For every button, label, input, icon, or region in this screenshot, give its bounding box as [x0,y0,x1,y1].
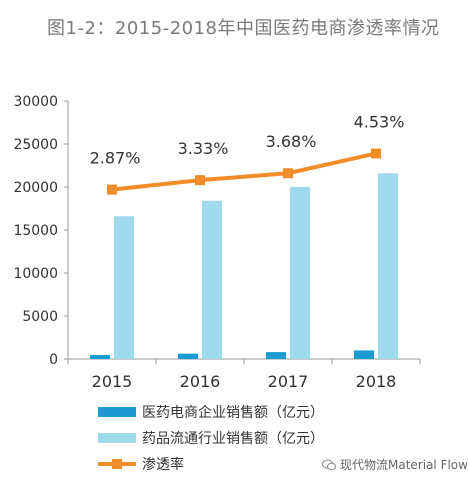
legend-swatch-series1 [98,407,136,417]
line-data-label: 4.53% [354,112,405,131]
line-point [371,148,381,159]
y-tick-label: 25000 [13,137,58,153]
y-tick-label: 0 [49,352,58,368]
bar-series1 [354,350,374,359]
y-tick-label: 10000 [13,266,58,282]
legend-item-series2: 药品流通行业销售额（亿元） [98,428,324,448]
x-tick-label: 2018 [356,372,397,391]
bar-series2 [114,216,134,359]
bar-series1 [266,352,286,359]
line-data-label: 3.33% [178,139,229,158]
y-tick-label: 20000 [13,180,58,196]
y-tick-label: 5000 [22,309,58,325]
legend-item-line: 渗透率 [98,454,184,474]
bar-series2 [378,173,398,359]
line-point [107,184,117,195]
legend-label-line: 渗透率 [142,457,184,473]
x-tick-label: 2017 [268,372,309,391]
legend-label-series1: 医药电商企业销售额（亿元） [142,405,324,421]
line-point [283,168,293,179]
wechat-icon [322,459,336,470]
x-tick-label: 2015 [92,372,133,391]
legend-item-series1: 医药电商企业销售额（亿元） [98,402,324,422]
y-tick-label: 15000 [13,223,58,239]
x-tick-label: 2016 [180,372,221,391]
bar-series2 [202,200,222,359]
line-data-label: 3.68% [266,132,317,151]
bar-series1 [90,355,110,359]
watermark-text: 现代物流Material Flow [340,458,468,472]
legend-swatch-line [98,459,136,469]
watermark: 现代物流Material Flow [322,456,468,473]
chart-title: 图1-2：2015-2018年中国医药电商渗透率情况 [47,18,440,39]
legend-swatch-series2 [98,433,136,443]
bar-series1 [178,353,198,359]
bar-series2 [290,187,310,359]
y-tick-label: 30000 [13,94,58,110]
line-series [111,151,377,192]
legend-label-series2: 药品流通行业销售额（亿元） [142,431,324,447]
line-data-label: 2.87% [90,149,141,168]
line-point [195,175,205,186]
